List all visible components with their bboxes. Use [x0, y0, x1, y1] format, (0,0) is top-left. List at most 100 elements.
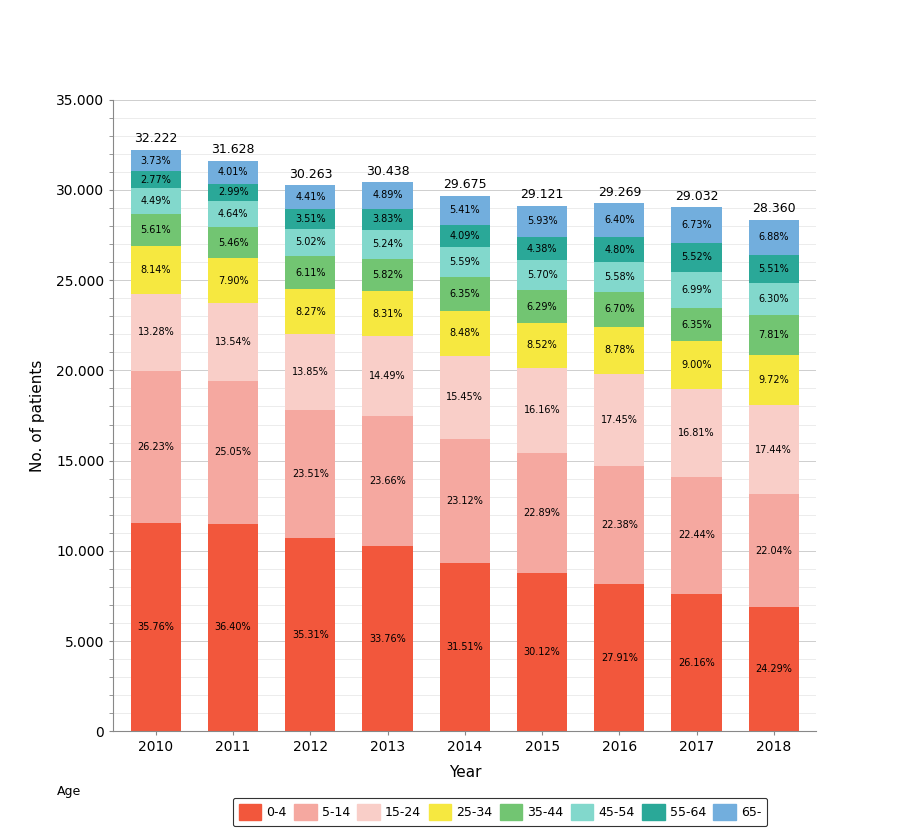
Text: 4.64%: 4.64% [218, 209, 249, 219]
Text: 5.51%: 5.51% [758, 264, 789, 274]
Bar [285, 209, 336, 229]
Bar [594, 465, 645, 584]
Bar [517, 453, 567, 573]
Bar [748, 255, 799, 283]
Text: 6.73%: 6.73% [681, 220, 712, 230]
Text: 6.99%: 6.99% [681, 285, 712, 295]
Text: 5.02%: 5.02% [295, 237, 326, 247]
Text: 6.40%: 6.40% [604, 215, 635, 225]
Text: 17.44%: 17.44% [756, 445, 792, 455]
Bar [440, 196, 490, 224]
Text: 23.51%: 23.51% [292, 470, 328, 479]
Text: 22.89%: 22.89% [523, 508, 561, 518]
Text: Age: Age [57, 784, 82, 798]
Bar [131, 524, 181, 731]
Bar [363, 209, 413, 230]
Bar [363, 416, 413, 546]
Text: 24.29%: 24.29% [756, 664, 792, 674]
Text: 26.16%: 26.16% [678, 658, 715, 668]
Bar [671, 272, 722, 308]
Text: 30.438: 30.438 [366, 165, 409, 178]
Bar [671, 594, 722, 731]
Bar [594, 327, 645, 373]
Text: 29.675: 29.675 [443, 179, 487, 191]
Bar [748, 219, 799, 255]
Bar [517, 323, 567, 368]
Bar [131, 188, 181, 214]
Bar [285, 538, 336, 731]
Bar [363, 291, 413, 337]
Text: 32.222: 32.222 [134, 132, 178, 145]
Text: 27.91%: 27.91% [601, 652, 638, 662]
Bar [671, 342, 722, 389]
Bar [671, 308, 722, 342]
Bar [517, 368, 567, 453]
Bar [748, 315, 799, 355]
Text: 29.032: 29.032 [675, 190, 718, 203]
Bar [671, 477, 722, 594]
Text: 4.80%: 4.80% [604, 244, 635, 254]
Text: 7.90%: 7.90% [218, 276, 249, 286]
Bar [131, 171, 181, 188]
X-axis label: Year: Year [449, 765, 481, 780]
Text: 15.45%: 15.45% [446, 392, 483, 402]
Bar [208, 200, 258, 227]
Bar [517, 290, 567, 323]
Bar [671, 243, 722, 272]
Text: 13.28%: 13.28% [138, 327, 174, 337]
Text: 4.01%: 4.01% [218, 167, 249, 177]
Bar [748, 283, 799, 315]
Text: 5.61%: 5.61% [141, 225, 171, 235]
Bar [131, 214, 181, 246]
Text: 13.54%: 13.54% [215, 337, 251, 347]
Bar [363, 258, 413, 291]
Bar [208, 227, 258, 258]
Bar [208, 184, 258, 200]
Text: 6.70%: 6.70% [604, 304, 635, 314]
Text: 14.49%: 14.49% [369, 371, 406, 381]
Text: 9.00%: 9.00% [681, 360, 712, 370]
Bar [363, 337, 413, 416]
Bar [208, 524, 258, 731]
Text: 8.14%: 8.14% [141, 265, 171, 275]
Bar [594, 584, 645, 731]
Bar [285, 334, 336, 410]
Text: 13.85%: 13.85% [292, 367, 328, 377]
Text: 4.09%: 4.09% [450, 231, 480, 241]
Text: 3.73%: 3.73% [141, 155, 171, 165]
Text: 5.93%: 5.93% [527, 216, 558, 226]
Text: 7.81%: 7.81% [758, 330, 789, 340]
Text: 6.11%: 6.11% [295, 268, 326, 278]
Bar [517, 206, 567, 237]
Text: 6.30%: 6.30% [758, 294, 789, 304]
Bar [440, 439, 490, 563]
Text: 8.52%: 8.52% [527, 341, 558, 351]
Bar [208, 258, 258, 303]
Bar [285, 256, 336, 289]
Bar [131, 246, 181, 293]
Bar [208, 303, 258, 381]
Bar [363, 182, 413, 209]
Text: 26.23%: 26.23% [138, 442, 174, 452]
Bar [517, 237, 567, 260]
Text: 8.48%: 8.48% [450, 328, 480, 338]
Legend: 0-4, 5-14, 15-24, 25-34, 35-44, 45-54, 55-64, 65-: 0-4, 5-14, 15-24, 25-34, 35-44, 45-54, 5… [232, 798, 767, 826]
Bar [285, 410, 336, 538]
Text: 22.38%: 22.38% [601, 519, 638, 530]
Bar [440, 224, 490, 247]
Text: 2.99%: 2.99% [218, 187, 249, 197]
Text: 22.44%: 22.44% [678, 530, 715, 540]
Text: 6.35%: 6.35% [681, 320, 712, 330]
Text: 16.81%: 16.81% [678, 428, 715, 438]
Bar [671, 389, 722, 477]
Bar [594, 373, 645, 465]
Bar [594, 263, 645, 292]
Text: 5.46%: 5.46% [218, 238, 249, 248]
Bar [285, 229, 336, 256]
Text: 8.27%: 8.27% [295, 307, 326, 317]
Text: 31.628: 31.628 [211, 143, 255, 156]
Text: 9.72%: 9.72% [758, 375, 789, 385]
Bar [440, 563, 490, 731]
Text: 30.12%: 30.12% [523, 647, 561, 657]
Text: 22.04%: 22.04% [756, 546, 792, 556]
